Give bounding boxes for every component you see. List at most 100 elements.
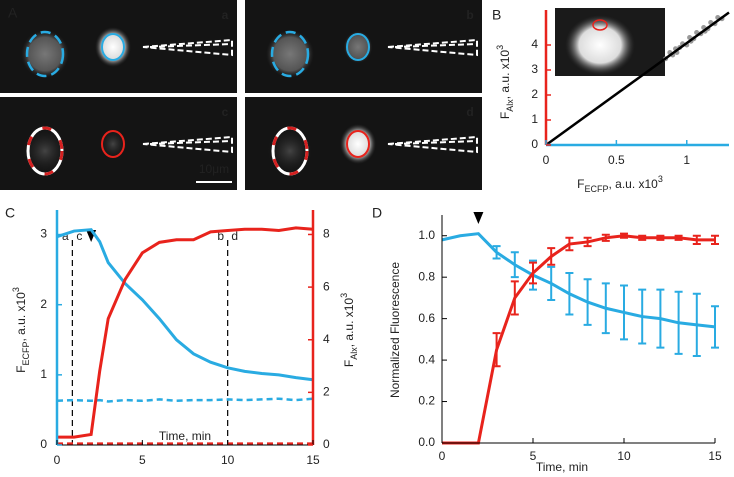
label-part: Normalized Fluorescence bbox=[388, 262, 402, 398]
event-label: c bbox=[76, 229, 82, 243]
panel-label: B bbox=[492, 7, 501, 23]
x-tick-label: 10 bbox=[617, 449, 631, 463]
y-tick-label: 0.2 bbox=[418, 394, 435, 408]
error-bar bbox=[638, 234, 647, 241]
event-label: d bbox=[231, 229, 238, 243]
label-part: Time, min bbox=[159, 429, 211, 443]
roi bbox=[346, 33, 370, 61]
error-bar bbox=[711, 234, 719, 246]
x-tick-label: 0 bbox=[54, 453, 61, 467]
axis-label: Time, min bbox=[536, 460, 588, 474]
frame-label: b bbox=[466, 8, 473, 22]
x-tick-label: 10 bbox=[221, 453, 235, 467]
y-tick-label: 0.8 bbox=[418, 269, 435, 283]
y-tick-label: 1 bbox=[531, 112, 538, 126]
fit-line bbox=[545, 11, 730, 147]
event-label: b bbox=[217, 229, 224, 243]
label-part: F bbox=[498, 112, 512, 119]
axis-label: Normalized Fluorescence bbox=[388, 262, 402, 398]
error-bar bbox=[620, 232, 628, 239]
image-frame: b bbox=[245, 0, 482, 93]
inset-cell bbox=[565, 15, 635, 75]
error-bar bbox=[656, 234, 665, 241]
y-tick-label: 3 bbox=[40, 227, 47, 241]
pipette bbox=[142, 38, 233, 57]
frame-label: d bbox=[466, 105, 473, 119]
error-bar bbox=[583, 278, 592, 326]
axis-label: FECFP, a.u. x103 bbox=[11, 287, 31, 373]
axis-label: FAlx, a.u. x103 bbox=[495, 45, 515, 119]
label-part: F bbox=[14, 366, 28, 373]
series-line bbox=[441, 232, 716, 329]
error-bar bbox=[583, 236, 592, 248]
image-frame: a bbox=[0, 0, 237, 93]
error-bar bbox=[711, 305, 719, 349]
error-bar bbox=[638, 288, 647, 345]
frame-label: a bbox=[222, 8, 229, 22]
label-part: Alx bbox=[349, 347, 359, 360]
roi-ring bbox=[271, 126, 309, 176]
image-frame: c bbox=[0, 97, 237, 190]
cell bbox=[266, 127, 314, 175]
error-bar bbox=[565, 272, 574, 316]
y-tick-label: 4 bbox=[531, 37, 538, 51]
error-bar bbox=[620, 284, 628, 341]
x-tick-label: 0 bbox=[439, 449, 446, 463]
frame-label: c bbox=[222, 105, 229, 119]
x-tick-label: 15 bbox=[708, 449, 722, 463]
error-bar bbox=[692, 292, 701, 357]
panel-label: D bbox=[372, 205, 382, 221]
label-part: ECFP bbox=[584, 184, 608, 194]
error-bar bbox=[492, 245, 501, 260]
inset-roi bbox=[592, 19, 608, 31]
label-part: 3 bbox=[11, 287, 21, 292]
y-tick-label: 3 bbox=[531, 62, 538, 76]
y-tick-label: 0 bbox=[40, 437, 47, 451]
y2-tick-label: 0 bbox=[323, 437, 330, 451]
roi bbox=[101, 130, 125, 158]
label-part: 3 bbox=[658, 174, 663, 184]
axis-label: Time, min bbox=[159, 429, 211, 443]
roi bbox=[346, 130, 370, 158]
axis-label: FECFP, a.u. x103 bbox=[577, 174, 663, 194]
roi-ring bbox=[26, 126, 64, 176]
error-bar bbox=[601, 282, 610, 335]
x-tick-label: 5 bbox=[530, 449, 537, 463]
roi bbox=[101, 33, 125, 61]
x-tick-label: 0 bbox=[543, 153, 550, 167]
error-bar bbox=[510, 251, 519, 279]
label-part: , a.u. x10 bbox=[498, 50, 512, 100]
y-tick-label: 0.4 bbox=[418, 352, 435, 366]
error-bar bbox=[510, 280, 519, 316]
y-tick-label: 1 bbox=[40, 367, 47, 381]
pipette bbox=[142, 135, 233, 154]
event-label: a bbox=[62, 229, 69, 243]
y-tick-label: 2 bbox=[40, 297, 47, 311]
y2-tick-label: 6 bbox=[323, 279, 330, 293]
arrowhead bbox=[473, 212, 484, 224]
y-tick-label: 0.6 bbox=[418, 311, 435, 325]
y-tick-label: 0 bbox=[531, 137, 538, 151]
error-bar bbox=[492, 332, 501, 368]
y2-tick-label: 8 bbox=[323, 227, 330, 241]
x-tick-label: 1 bbox=[683, 153, 690, 167]
roi-ring bbox=[25, 30, 65, 78]
series-line bbox=[56, 228, 314, 382]
x-tick-label: 5 bbox=[139, 453, 146, 467]
x-tick-label: 15 bbox=[306, 453, 320, 467]
label-part: Alx bbox=[505, 99, 515, 112]
label-part: , a.u. x10 bbox=[608, 177, 658, 191]
cell bbox=[98, 128, 128, 160]
series-line bbox=[56, 397, 314, 403]
cell bbox=[266, 30, 314, 78]
label-part: , a.u. x10 bbox=[14, 292, 28, 342]
image-frame: d bbox=[245, 97, 482, 190]
error-bar bbox=[601, 233, 610, 242]
label-part: 3 bbox=[495, 45, 505, 50]
series-line bbox=[442, 234, 715, 445]
cell bbox=[340, 124, 376, 164]
series-line bbox=[57, 226, 314, 439]
label-part: 3 bbox=[339, 293, 349, 298]
pipette bbox=[387, 38, 478, 57]
